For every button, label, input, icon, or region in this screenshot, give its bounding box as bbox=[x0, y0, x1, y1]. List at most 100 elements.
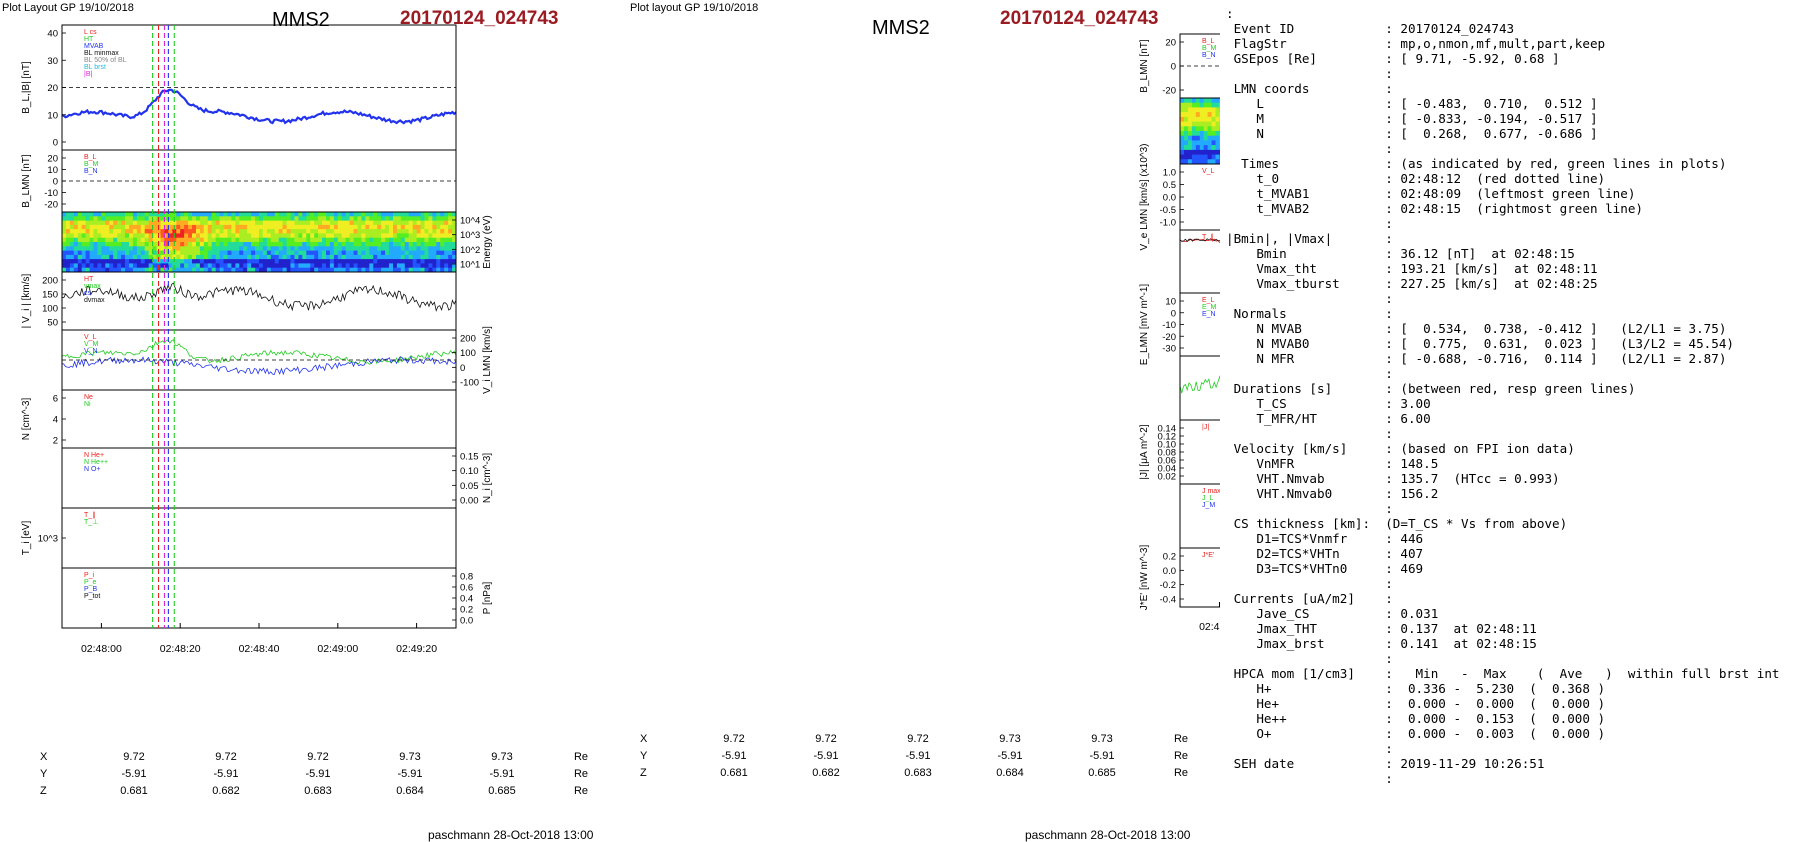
fig1-panel-8-legend-3: P_tot bbox=[84, 593, 100, 600]
info-line: N : [ 0.268, 0.677, -0.686 ] bbox=[1226, 126, 1598, 141]
fig1-panel-7-legend-0: T_∥ bbox=[84, 511, 96, 519]
fig2-panel-8-tick-1: 0.0 bbox=[1163, 566, 1176, 577]
fig1-panel-3-tick-3: 50 bbox=[47, 318, 58, 329]
fig1-panel-8-ylabel: P [nPa] bbox=[482, 581, 493, 614]
fig2-panel-8-tick-2: -0.2 bbox=[1160, 580, 1176, 591]
fig1-coord-cell: Z bbox=[40, 784, 47, 797]
fig2-panel-6-tick-0: 0.14 bbox=[1158, 424, 1177, 435]
fig1-panel-8-legend-0: P_i bbox=[84, 572, 95, 579]
fig2-coord-cell: 9.72 bbox=[815, 732, 837, 745]
fig1-panel-2-ylabel: Energy (eV) bbox=[482, 215, 493, 268]
info-line: Event ID : 20170124_024743 bbox=[1226, 21, 1515, 36]
fig2-panel-8-legend-0: J*E' bbox=[1202, 552, 1214, 559]
info-line: N MFR : [ -0.688, -0.716, 0.114 ] (L2/L1… bbox=[1226, 351, 1727, 366]
fig2-panel-8-ylabel: J*E' [nW m^-3] bbox=[1139, 545, 1150, 611]
fig1-panel-0-tick-1: 30 bbox=[47, 56, 58, 67]
fig1-panel-1-legend-2: B_N bbox=[84, 168, 98, 175]
fig1-panel-4-legend-1: V_M bbox=[84, 341, 99, 348]
info-line: He++ : 0.000 - 0.153 ( 0.000 ) bbox=[1226, 711, 1606, 726]
fig2-coord-cell: 9.73 bbox=[1091, 732, 1113, 745]
info-line: Times : (as indicated by red, green line… bbox=[1226, 156, 1727, 171]
fig1-panel-4-trace-2 bbox=[61, 355, 457, 376]
fig2-panel-6: 0.140.120.100.080.060.040.02 |J| [μA m^-2… bbox=[1139, 420, 1220, 485]
fig1-coord-table: X 9.72 9.72 9.72 9.73 9.73 Re Y -5.91 -5.91 -5.91 -… bbox=[40, 748, 588, 799]
fig1-panel-2-tick-3: 10^1 bbox=[460, 260, 480, 271]
info-line: L : [ -0.483, 0.710, 0.512 ] bbox=[1226, 96, 1598, 111]
fig1-panel-0-legend-1: HT bbox=[84, 36, 94, 43]
fig2-panel-0-tick-0: 20 bbox=[1165, 38, 1176, 49]
info-line: Vmax_tburst : 227.25 [km/s] at 02:48:25 bbox=[1226, 276, 1598, 291]
fig2-coord-cell: Re bbox=[1173, 749, 1188, 762]
fig1-panel-2-tick-1: 10^3 bbox=[460, 230, 480, 241]
fig1-panel-3-legend-3: dvmax bbox=[84, 297, 105, 304]
fig2-panel-0: 20 0 -20 B_LMN [nT] B_LB_MB_N bbox=[1139, 34, 1220, 99]
fig2-coord-cell: X bbox=[640, 732, 648, 745]
info-line: SEH date : 2019-11-29 10:26:51 bbox=[1226, 756, 1545, 771]
fig2-panel-4-legend-0: E_L bbox=[1202, 297, 1215, 304]
fig1-panel-3-legend-1: vmax bbox=[84, 283, 101, 290]
fig1-panel-0-ylabel: B_L,|B| [nT] bbox=[21, 61, 32, 114]
fig1-coord-cell: 0.682 bbox=[212, 784, 240, 797]
info-line: t_0 : 02:48:12 (red dotted line) bbox=[1226, 171, 1606, 186]
fig1-panel-8-tick-4: 0.0 bbox=[460, 616, 473, 627]
fig1-panel-0-legend-2: MVAB bbox=[84, 43, 104, 50]
fig2-coord-cell: 0.682 bbox=[812, 766, 840, 779]
fig2-panel-2-tick-2: 0.0 bbox=[1163, 193, 1176, 204]
info-line: N MVAB0 : [ 0.775, 0.631, 0.023 ] (L3/L2… bbox=[1226, 336, 1734, 351]
fig2-coord-cell: Y bbox=[640, 749, 648, 762]
fig1-coord-cell: Re bbox=[573, 750, 588, 763]
fig2-panel-4-tick-4: -30 bbox=[1162, 344, 1176, 355]
fig2-panel-6-legend-0: |J| bbox=[1202, 424, 1209, 431]
fig1-panel-4-tick-0: 200 bbox=[460, 334, 476, 345]
fig1-panel-4: 200 100 0 -100 V_i LMN [km/s] V_LV_MV_N bbox=[62, 326, 493, 394]
fig1-panel-1-tick-0: 20 bbox=[47, 154, 58, 165]
fig2-panel-5: 100-10E_M [mV m^-2] bbox=[1180, 353, 1220, 421]
info-line: |Bmin|, |Vmax| : bbox=[1226, 231, 1393, 246]
fig1-event-id: 20170124_024743 bbox=[400, 8, 559, 29]
fig1-coord-cell: 0.683 bbox=[304, 784, 332, 797]
fig2-coord-row-z: Z 0.681 0.682 0.683 0.684 0.685 Re bbox=[640, 764, 1188, 781]
fig2-panel-6-tick-2: 0.10 bbox=[1158, 440, 1177, 451]
fig2-coord-cell: 0.683 bbox=[904, 766, 932, 779]
info-line: : bbox=[1226, 216, 1393, 231]
fig1-panel-1-legend-1: B_M bbox=[84, 161, 99, 168]
fig1-coord-cell: 9.72 bbox=[215, 750, 237, 763]
fig1-panel-6-tick-2: 0.05 bbox=[460, 481, 479, 492]
fig2-panel-6-tick-1: 0.12 bbox=[1158, 432, 1177, 443]
info-line: : bbox=[1226, 426, 1393, 441]
fig2-header: Plot layout GP 19/10/2018 bbox=[630, 2, 759, 14]
info-line: O+ : 0.000 - 0.003 ( 0.000 ) bbox=[1226, 726, 1606, 741]
fig2-panel-6-tick-5: 0.04 bbox=[1158, 464, 1177, 475]
fig1-panel-3-legend-2: cs bbox=[84, 290, 92, 297]
info-line: : bbox=[1226, 651, 1393, 666]
info-line: N MVAB : [ 0.534, 0.738, -0.412 ] (L2/L1… bbox=[1226, 321, 1727, 336]
fig1-coord-cell: 0.681 bbox=[120, 784, 148, 797]
fig2-footer: paschmann 28-Oct-2018 13:00 bbox=[1025, 828, 1191, 842]
fig2-panel-6-tick-4: 0.06 bbox=[1158, 456, 1177, 467]
fig1-panel-6-legend-0: N He+ bbox=[84, 452, 104, 459]
fig2-coord-cell: 9.73 bbox=[999, 732, 1021, 745]
info-line: D3=TCS*VHTn0 : 469 bbox=[1226, 561, 1424, 576]
fig1-panel-8-tick-1: 0.6 bbox=[460, 583, 473, 594]
fig2-panel-4-tick-1: 0 bbox=[1171, 308, 1176, 319]
fig2-panel-4-ylabel: E_LMN [mV m^-1] bbox=[1139, 284, 1150, 366]
fig1-panel-0-trace-1 bbox=[61, 88, 457, 125]
fig1-panel-6-legend-2: N O+ bbox=[84, 466, 101, 473]
fig2-coord-cell: -5.91 bbox=[905, 749, 931, 762]
fig2-coord-row-y: Y -5.91 -5.91 -5.91 -5.91 -5.91 Re bbox=[640, 747, 1188, 764]
info-line: FlagStr : mp,o,nmon,mf,mult,part,keep bbox=[1226, 36, 1606, 51]
info-line: VnMFR : 148.5 bbox=[1226, 456, 1439, 471]
fig1-panel-0-legend-5: BL brst bbox=[84, 64, 106, 71]
info-line: VHT.Nmvab : 135.7 (HTcc = 0.993) bbox=[1226, 471, 1560, 486]
fig2-coord-row-x: X 9.72 9.72 9.72 9.73 9.73 Re bbox=[640, 730, 1188, 747]
fig1-panel-1-legend-0: B_L bbox=[84, 154, 97, 161]
fig1-panel-1-tick-4: -20 bbox=[44, 200, 58, 211]
fig2-panel-4: 100-10-20-30 E_LMN [mV m^-1] E_LE_ME_N bbox=[1139, 284, 1220, 366]
fig1-coord-cell: X bbox=[40, 750, 48, 763]
info-line: VHT.Nmvab0 : 156.2 bbox=[1226, 486, 1439, 501]
info-line: : bbox=[1226, 66, 1393, 81]
fig1-panel-6: 0.15 0.10 0.05 0.00 N_i [cm^-3] N He+N He++N … bbox=[62, 448, 493, 509]
